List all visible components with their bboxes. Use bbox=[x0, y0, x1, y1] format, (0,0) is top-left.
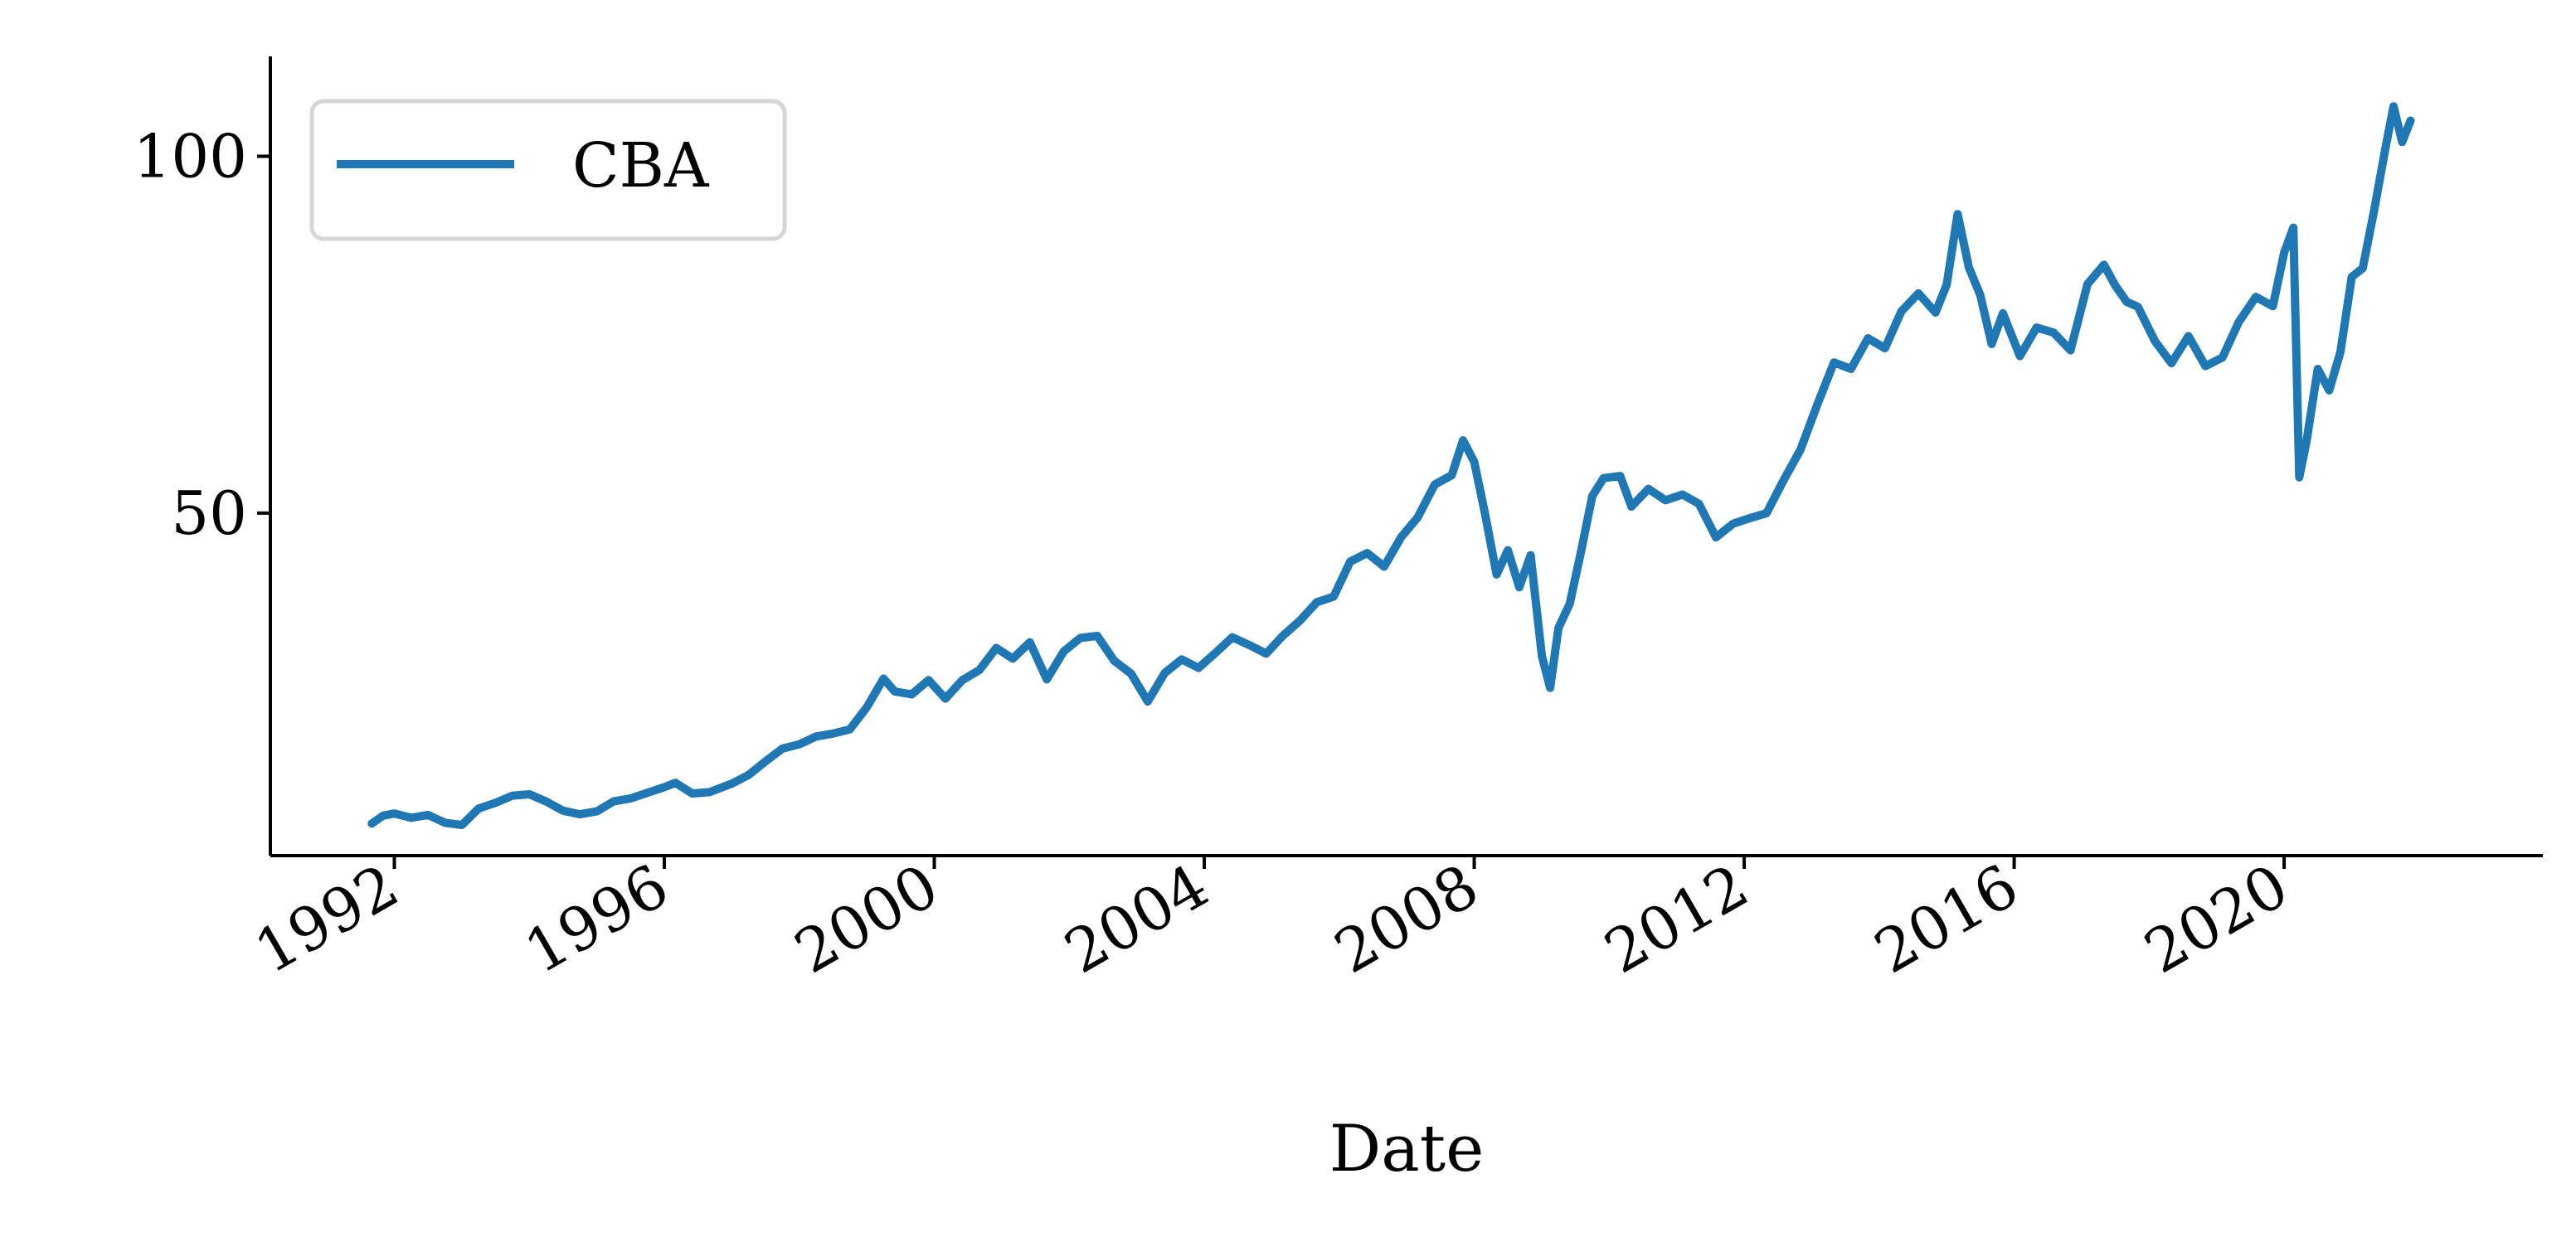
x-tick-label: 2012 bbox=[1593, 851, 1760, 987]
x-tick-label: 2000 bbox=[783, 851, 950, 987]
x-tick-label: 1996 bbox=[513, 851, 680, 987]
y-axis-ticks: 50 100 bbox=[134, 122, 270, 548]
y-tick-label: 100 bbox=[134, 122, 247, 192]
legend-box bbox=[309, 99, 787, 241]
x-axis-ticks: 1992 1996 2000 2004 2008 2012 2016 2020 bbox=[243, 851, 2299, 987]
y-tick-label: 50 bbox=[171, 478, 247, 548]
x-tick-label: 2004 bbox=[1053, 851, 1220, 987]
x-tick-label: 2016 bbox=[1863, 851, 2029, 987]
legend: CBA bbox=[309, 99, 787, 241]
legend-label-cba: CBA bbox=[572, 130, 710, 201]
x-tick-label: 1992 bbox=[243, 851, 410, 987]
x-tick-label: 2008 bbox=[1323, 851, 1490, 987]
series-line-cba bbox=[367, 102, 2415, 829]
x-tick-label: 2020 bbox=[2133, 851, 2300, 987]
x-axis-title: Date bbox=[1329, 1112, 1485, 1186]
